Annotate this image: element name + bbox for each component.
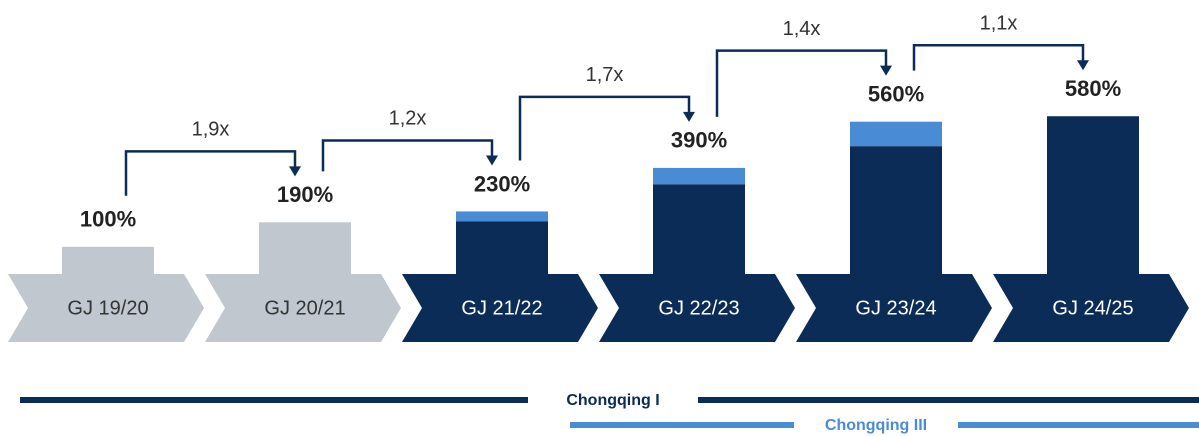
multiplier-label: 1,2x [389, 108, 427, 130]
total-label: 100% [80, 207, 136, 232]
total-label: 580% [1065, 76, 1121, 101]
arrow-head [1077, 60, 1089, 71]
growth-arrow [124, 150, 297, 196]
bar-segment [456, 221, 548, 274]
chevron [8, 274, 204, 342]
chevron [402, 274, 598, 342]
bar-segment [62, 246, 154, 274]
total-label: 190% [277, 182, 333, 207]
x-tick-label: GJ 20/21 [264, 297, 345, 319]
growth-arrow [321, 139, 494, 172]
multiplier-label: 1,7x [586, 64, 624, 86]
bar-segment [456, 211, 548, 222]
x-tick-label: GJ 21/22 [461, 297, 542, 319]
x-tick-label: GJ 22/23 [658, 297, 739, 319]
bar-segment [259, 222, 351, 274]
x-tick-label: GJ 19/20 [67, 297, 148, 319]
bar-segment [1047, 116, 1139, 275]
growth-arrow [715, 49, 888, 117]
multiplier-label: 1,9x [192, 119, 230, 141]
growth-arrow [912, 43, 1085, 71]
legend-label: Chongqing III [825, 417, 927, 434]
growth-arrow [518, 95, 691, 161]
bar-segment [653, 167, 745, 185]
arrow-head [486, 155, 498, 166]
total-label: 560% [868, 81, 924, 106]
arrow-head [289, 166, 301, 177]
multiplier-label: 1,4x [783, 18, 821, 40]
chevron [205, 274, 401, 342]
chevron [796, 274, 992, 342]
total-label: 390% [671, 128, 727, 153]
bar-segment [850, 121, 942, 147]
total-label: 230% [474, 171, 530, 196]
bar-segment [850, 146, 942, 274]
arrow-head [683, 111, 695, 122]
arrow-head [880, 65, 892, 76]
legend-label: Chongqing I [566, 392, 659, 409]
multiplier-label: 1,1x [980, 13, 1018, 35]
bar-segment [653, 184, 745, 274]
chevron [993, 274, 1189, 342]
chevron [599, 274, 795, 342]
x-tick-label: GJ 23/24 [855, 297, 936, 319]
x-tick-label: GJ 24/25 [1052, 297, 1133, 319]
